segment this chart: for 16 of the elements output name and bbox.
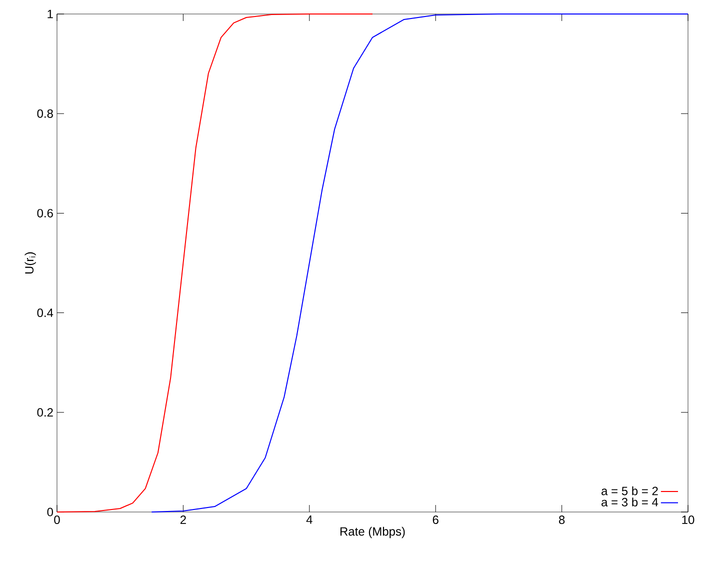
x-tick-label: 6 (432, 516, 438, 524)
x-tick-label: 10 (682, 516, 694, 524)
x-tick-label: 8 (558, 516, 565, 524)
x-tick-label: 2 (180, 516, 186, 524)
x-axis-title: Rate (Mbps) (340, 526, 405, 538)
x-tick-label: 0 (54, 516, 60, 524)
legend-label: a = 3 b = 4 (602, 498, 658, 506)
y-tick-label: 0.6 (37, 208, 53, 218)
y-tick-label: 0.8 (37, 109, 53, 118)
y-tick-label: 0.2 (37, 408, 53, 417)
y-axis-title: U(r$_{i}$) (24, 252, 36, 274)
y-tick-label: 0.4 (37, 308, 54, 318)
x-tick-label: 4 (306, 516, 312, 524)
legend-label: a = 5 b = 2 (602, 486, 658, 496)
y-tick-label: 1 (48, 10, 53, 18)
y-tick-label: 0 (47, 508, 54, 516)
